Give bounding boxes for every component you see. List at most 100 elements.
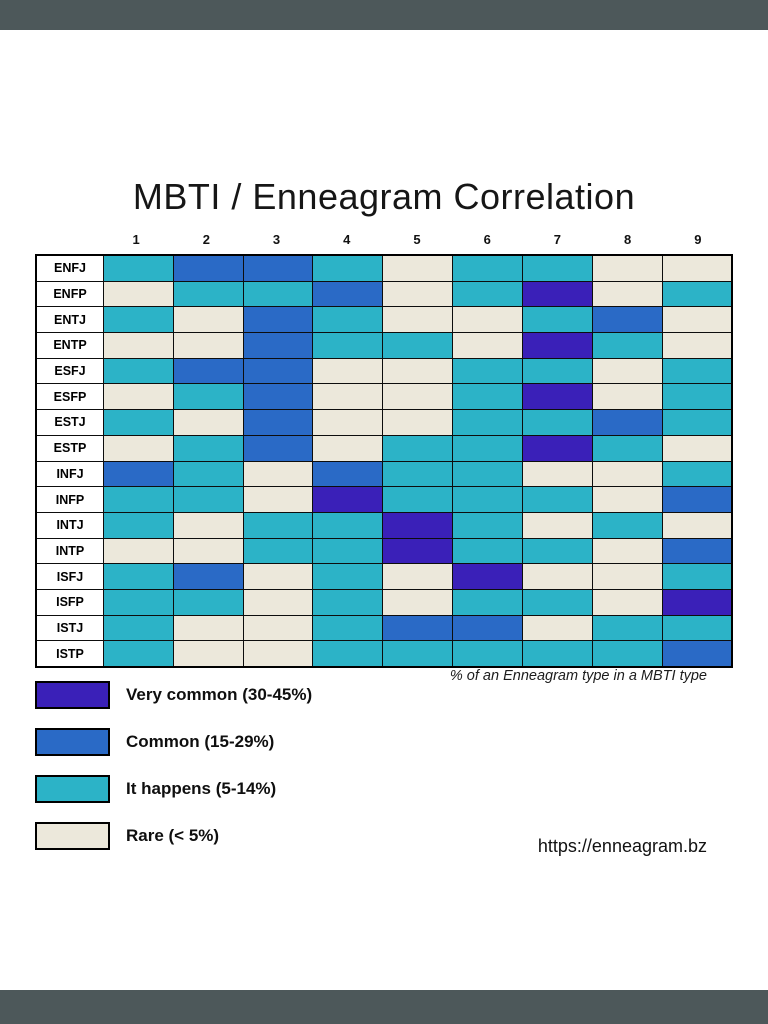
heatmap-cell xyxy=(521,460,593,488)
row-label: ISFP xyxy=(35,588,104,616)
legend-swatch xyxy=(35,728,110,756)
heatmap-cell xyxy=(382,511,454,539)
heatmap-cell xyxy=(452,409,523,436)
column-header: 2 xyxy=(202,232,210,247)
heatmap-cell xyxy=(242,614,314,642)
heatmap-cell xyxy=(382,383,454,411)
column-header: 1 xyxy=(132,232,140,247)
heatmap-cell xyxy=(312,409,384,436)
heatmap-cell xyxy=(382,614,454,642)
heatmap-cell xyxy=(521,280,593,308)
row-label: INFP xyxy=(35,486,104,513)
heatmap-cell xyxy=(172,460,244,488)
table-row: ENTP xyxy=(35,332,733,359)
row-label: INFJ xyxy=(35,460,104,488)
heatmap-cell xyxy=(591,563,663,590)
heatmap-cell xyxy=(591,280,663,308)
table-row: INTJ xyxy=(35,511,733,539)
heatmap-cell xyxy=(103,614,174,642)
heatmap-cell xyxy=(242,640,314,668)
table-row: ESFJ xyxy=(35,357,733,385)
heatmap-cell xyxy=(521,306,593,334)
heatmap-cell xyxy=(661,254,733,282)
heatmap-cell xyxy=(521,409,593,436)
table-row: ESFP xyxy=(35,383,733,411)
heatmap-cell xyxy=(172,357,244,385)
row-label: ESTP xyxy=(35,434,104,462)
heatmap-cell xyxy=(452,460,523,488)
heatmap-cell xyxy=(103,460,174,488)
heatmap-cell xyxy=(661,588,733,616)
heatmap-cell xyxy=(312,537,384,565)
heatmap-cell xyxy=(103,357,174,385)
heatmap-cell xyxy=(452,383,523,411)
row-label: ESTJ xyxy=(35,409,104,436)
heatmap-cell xyxy=(452,434,523,462)
heatmap-cell xyxy=(591,588,663,616)
column-header: 8 xyxy=(624,232,632,247)
heatmap-cell xyxy=(312,306,384,334)
heatmap-cell xyxy=(103,383,174,411)
legend-item: Very common (30-45%) xyxy=(35,681,312,709)
table-row: ESTP xyxy=(35,434,733,462)
heatmap-cell xyxy=(103,332,174,359)
heatmap-cell xyxy=(382,409,454,436)
column-header: 7 xyxy=(553,232,562,247)
heatmap-cell xyxy=(312,383,384,411)
site-url-link[interactable]: https://enneagram.bz xyxy=(537,836,707,856)
heatmap-cell xyxy=(312,614,384,642)
heatmap-cell xyxy=(661,306,733,334)
table-row: INTP xyxy=(35,537,733,565)
heatmap-cell xyxy=(172,614,244,642)
heatmap-cell xyxy=(312,511,384,539)
row-label: ENFJ xyxy=(35,254,104,282)
heatmap-cell xyxy=(242,563,314,590)
heatmap-cell xyxy=(591,460,663,488)
heatmap-cell xyxy=(172,486,244,513)
legend-item: Rare (< 5%) xyxy=(35,822,312,850)
heatmap-cell xyxy=(103,254,174,282)
heatmap-cell xyxy=(591,640,663,668)
column-header: 9 xyxy=(694,232,702,247)
heatmap-cell xyxy=(312,486,384,513)
heatmap-cell xyxy=(452,563,523,590)
heatmap-cell xyxy=(382,640,454,668)
table-row: ISFJ xyxy=(35,563,733,590)
legend-label: Very common (30-45%) xyxy=(126,685,313,704)
heatmap-cell xyxy=(661,537,733,565)
heatmap-cell xyxy=(661,511,733,539)
heatmap-cell xyxy=(382,460,454,488)
heatmap-cell xyxy=(242,383,314,411)
heatmap-cell xyxy=(661,383,733,411)
legend-swatch xyxy=(35,822,110,850)
column-header: 3 xyxy=(272,232,281,247)
heatmap-cell xyxy=(591,511,663,539)
heatmap-cell xyxy=(242,460,314,488)
heatmap-cell xyxy=(172,409,244,436)
heatmap-table-body: ENFJ ENFP ENTJ ENTP ESFJ ESFP ESTJ ESTP INFJ INFP… xyxy=(35,254,733,668)
heatmap-cell xyxy=(591,332,663,359)
heatmap-cell xyxy=(242,306,314,334)
heatmap-cell xyxy=(661,280,733,308)
heatmap-cell xyxy=(521,588,593,616)
row-label: ESFJ xyxy=(35,357,104,385)
heatmap-cell xyxy=(521,434,593,462)
heatmap-cell xyxy=(521,486,593,513)
heatmap-cell xyxy=(172,306,244,334)
heatmap-cell xyxy=(521,383,593,411)
legend: Very common (30-45%) Common (15-29%) It ha… xyxy=(35,681,312,869)
heatmap-cell xyxy=(521,511,593,539)
legend-item: It happens (5-14%) xyxy=(35,775,312,803)
table-row: ISFP xyxy=(35,588,733,616)
heatmap-cell xyxy=(661,614,733,642)
heatmap-cell xyxy=(312,280,384,308)
heatmap-cell xyxy=(312,640,384,668)
heatmap-cell xyxy=(452,357,523,385)
chart-note: % of an Enneagram type in a MBTI type xyxy=(449,668,707,684)
row-label: ESFP xyxy=(35,383,104,411)
heatmap-cell xyxy=(312,588,384,616)
heatmap-cell xyxy=(521,254,593,282)
heatmap-cell xyxy=(172,254,244,282)
heatmap-cell xyxy=(661,409,733,436)
heatmap-cell xyxy=(661,357,733,385)
